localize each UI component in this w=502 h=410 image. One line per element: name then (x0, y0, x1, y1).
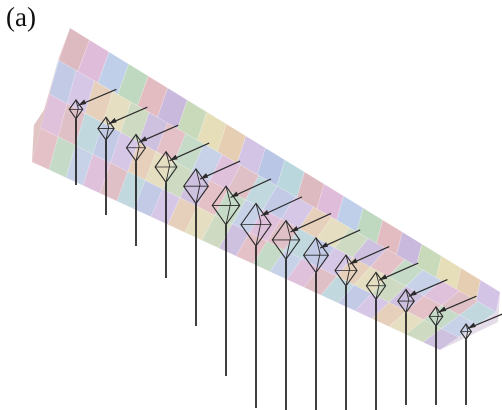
camera-arrowhead (200, 173, 209, 180)
camera-arrowhead (290, 226, 299, 232)
camera-frustum-edge (345, 254, 351, 286)
panel-label: (a) (6, 2, 36, 32)
camera-marker (97, 106, 148, 215)
camera-marker (428, 295, 477, 405)
camera-frustum-edge (465, 323, 469, 340)
camera-arrowhead (230, 191, 239, 198)
camera-arrowhead (139, 136, 148, 143)
camera-arrowhead (438, 306, 447, 313)
camera-arrowhead (467, 322, 476, 329)
camera-frustum-edge (435, 306, 439, 327)
camera-frustum-edge (105, 117, 110, 140)
voxel-volume (31, 27, 501, 351)
camera-marker (211, 178, 272, 376)
camera-marker (334, 245, 390, 410)
camera-marker (183, 160, 241, 326)
camera-frustum-edge (315, 237, 321, 273)
camera-arrowhead (169, 154, 178, 161)
camera-marker (302, 229, 361, 410)
voxel-cell (422, 328, 460, 351)
camera-frustum-edge (255, 203, 262, 246)
camera-marker (271, 212, 332, 410)
camera-frustum-edge (405, 289, 410, 313)
camera-arrowhead (379, 274, 388, 281)
camera-marker (397, 279, 448, 405)
camera-arrowhead (408, 290, 417, 297)
camera-frustum-edge (135, 134, 140, 162)
camera-frustum-edge (375, 272, 380, 300)
camera-arrowhead (349, 258, 358, 265)
camera-marker (240, 196, 303, 408)
camera-frustum-edge (285, 220, 291, 260)
camera-arrowhead (78, 99, 87, 106)
camera-frustum-edge (75, 99, 79, 119)
camera-marker (365, 262, 419, 410)
camera-array (68, 88, 502, 410)
camera-frustum-edge (195, 168, 201, 204)
camera-arrowhead (261, 209, 269, 216)
camera-arrowhead (108, 117, 117, 124)
camera-frustum-edge (165, 151, 171, 183)
camera-marker (459, 313, 502, 405)
camera-marker (68, 88, 117, 185)
camera-frustum (240, 202, 272, 247)
camera-marker (125, 124, 179, 246)
camera-frustum-edge (225, 186, 231, 225)
camera-arrowhead (320, 242, 329, 249)
volume-end-cap (32, 60, 58, 162)
camera-marker (154, 142, 210, 278)
